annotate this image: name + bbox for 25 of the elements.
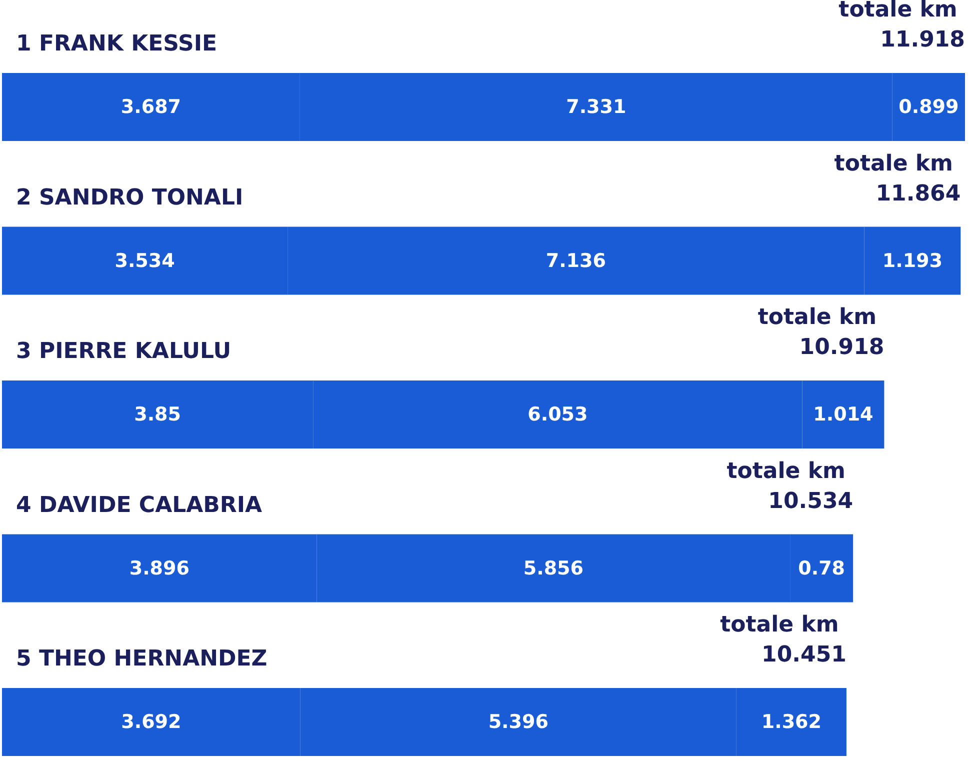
data-label: 1.193 [882,250,942,272]
total-label: totale km 11.918 [838,0,965,52]
data-label: 1.014 [813,404,874,426]
total-label: totale km 10.451 [720,612,846,668]
data-label: 7.136 [546,250,606,272]
total-label: totale km 10.918 [758,305,884,360]
data-label: 5.856 [523,557,584,580]
data-label: 1.362 [761,711,822,733]
total-label: totale km 10.534 [726,458,854,514]
data-label: 0.899 [898,96,959,118]
data-label: 3.692 [121,711,182,733]
y-tick-label: 4 DAVIDE CALABRIA [16,492,262,518]
total-label: totale km 11.864 [834,151,961,206]
y-tick-label: 5 THEO HERNANDEZ [16,646,268,672]
y-tick-label: 1 FRANK KESSIE [16,32,218,56]
y-tick-label: 2 SANDRO TONALI [16,185,244,210]
data-label: 3.85 [134,404,182,426]
data-label: 0.78 [798,557,846,580]
data-label: 5.396 [488,711,548,733]
data-label: 3.534 [114,250,175,272]
data-label: 3.687 [120,96,182,118]
y-tick-label: 3 PIERRE KALULU [16,339,232,364]
data-label: 3.896 [129,557,190,580]
data-label: 7.331 [566,96,626,118]
data-label: 6.053 [528,404,588,426]
